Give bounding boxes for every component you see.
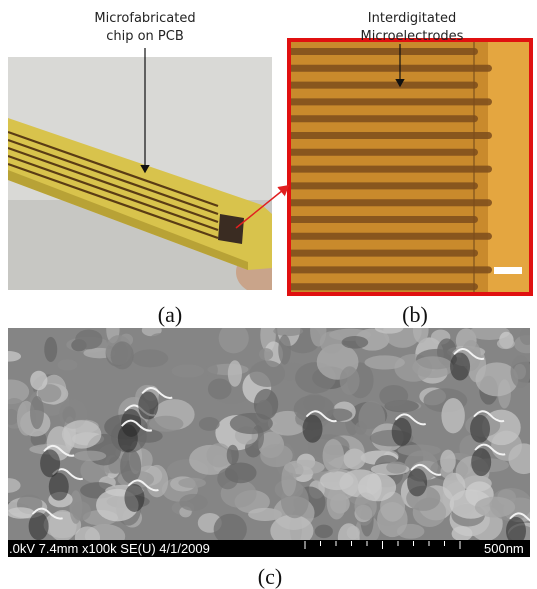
electrode-gap: [280, 149, 478, 156]
electrode-gap: [280, 199, 492, 206]
grain: [281, 463, 296, 496]
grain: [7, 507, 35, 518]
grain: [310, 314, 326, 347]
electrode-gap: [280, 98, 492, 105]
grain: [358, 473, 396, 501]
grain: [364, 355, 404, 369]
grain: [172, 364, 204, 377]
grain: [219, 323, 249, 353]
electrode-gap: [280, 115, 478, 122]
sem-image: [0, 311, 537, 558]
dark-pit: [392, 418, 412, 446]
annotation: Microfabricated: [94, 11, 195, 26]
electrode-gap: [280, 166, 492, 173]
dark-pit: [124, 484, 144, 512]
grain: [132, 349, 168, 367]
grain: [397, 445, 440, 457]
annotation: Interdigitated: [368, 11, 456, 26]
grain: [225, 462, 257, 483]
photo-a: [8, 57, 288, 294]
grain: [323, 439, 344, 472]
electrode-gap: [280, 283, 478, 290]
grain: [230, 413, 273, 434]
grain: [497, 338, 515, 349]
panel-label: (a): [158, 302, 182, 327]
grain: [347, 526, 360, 539]
electrode-gap: [280, 48, 478, 55]
grain: [227, 445, 239, 465]
sem-info: .0kV 7.4mm x100k SE(U) 4/1/2009: [9, 541, 210, 556]
figure: Microfabricated chip on PCB Interdigitat…: [0, 0, 537, 589]
grain: [30, 396, 44, 429]
electrode-gap: [280, 250, 478, 257]
electrode-gap: [280, 216, 478, 223]
electrode-gap: [280, 266, 492, 273]
electrode-gap: [280, 233, 492, 240]
grain: [452, 526, 473, 541]
grain: [273, 326, 303, 336]
electrode-gap: [280, 65, 492, 72]
grain: [342, 336, 369, 349]
electrode-gap: [280, 132, 492, 139]
grain: [340, 366, 360, 395]
dark-pit: [471, 448, 491, 476]
panel-label: (b): [402, 302, 428, 327]
grain: [30, 371, 47, 391]
grain: [379, 385, 408, 407]
grain: [278, 335, 291, 365]
grain: [206, 362, 218, 378]
dark-pit: [29, 512, 49, 540]
dark-pit: [450, 353, 470, 381]
panel-label: (c): [258, 564, 282, 589]
grain: [62, 420, 101, 448]
annotation: Microelectrodes: [361, 29, 464, 44]
dark-pit: [407, 468, 427, 496]
grain: [440, 465, 453, 478]
grain: [44, 337, 57, 362]
grain: [228, 360, 242, 387]
grain: [111, 341, 134, 369]
grain: [149, 416, 184, 432]
grain: [249, 360, 285, 387]
grain: [520, 327, 535, 345]
annotation: chip on PCB: [106, 29, 184, 44]
grain: [412, 356, 453, 378]
grain: [475, 497, 515, 518]
grain: [315, 525, 333, 538]
grain: [441, 398, 464, 433]
grain: [272, 423, 302, 433]
grain: [355, 422, 367, 435]
grain: [120, 449, 141, 484]
dark-pit: [470, 415, 490, 443]
grain: [75, 330, 102, 350]
dark-pit: [303, 415, 323, 443]
grain: [386, 461, 406, 473]
grain: [320, 471, 354, 490]
dark-pit: [138, 392, 158, 420]
grain: [511, 355, 531, 388]
grain: [72, 501, 91, 520]
grain: [375, 322, 404, 333]
grain: [343, 449, 365, 470]
grain: [179, 494, 207, 511]
grain: [199, 417, 220, 431]
electrode-gap: [280, 182, 478, 189]
photo-b: [280, 42, 529, 292]
scale-text: 500nm: [484, 541, 524, 556]
grain: [58, 359, 78, 370]
dark-pit: [118, 424, 138, 452]
grain: [74, 451, 106, 461]
grain: [259, 348, 273, 360]
grain: [178, 478, 206, 488]
dark-pit: [40, 449, 60, 477]
electrode-gap: [280, 82, 478, 89]
grain: [208, 378, 232, 399]
